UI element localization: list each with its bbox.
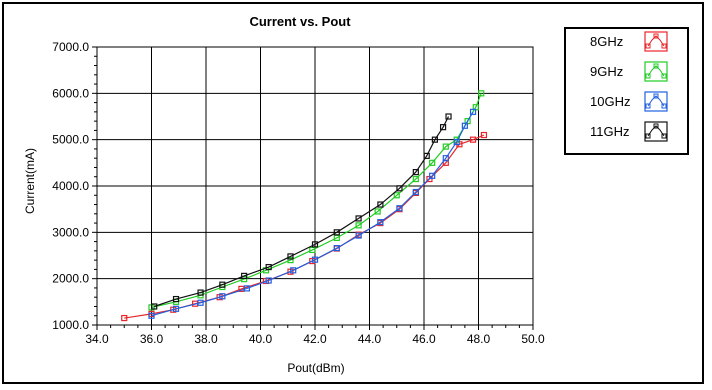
legend-swatch-marker-10ghz xyxy=(653,93,659,99)
data-point-9ghz xyxy=(287,257,294,264)
data-point-10ghz xyxy=(265,277,272,284)
data-point-9ghz xyxy=(393,192,400,199)
data-point-11ghz xyxy=(439,124,447,131)
y-axis-label: Current(mA) xyxy=(23,148,37,214)
data-point-10ghz xyxy=(197,299,204,306)
data-point-10ghz xyxy=(469,108,477,115)
legend-label-10ghz: 10GHz xyxy=(590,94,630,109)
y-tick-label: 5000.0 xyxy=(52,133,89,147)
data-point-9ghz xyxy=(442,143,449,150)
current-vs-pout-chart: Current vs. Pout 34.0 36.0 38.0 40.0 42.0 44.… xyxy=(23,14,689,375)
x-tick-label: 38.0 xyxy=(194,332,218,346)
x-tick-label: 40.0 xyxy=(249,332,273,346)
chart-frame: Current vs. Pout 34.0 36.0 38.0 40.0 42.0 44.… xyxy=(2,2,704,384)
data-point-11ghz xyxy=(241,272,248,279)
data-point-11ghz xyxy=(333,229,340,236)
data-point-10ghz xyxy=(148,312,155,319)
y-tick-label: 7000.0 xyxy=(52,40,89,54)
legend-swatch-line-8ghz xyxy=(647,35,665,47)
data-point-10ghz xyxy=(377,219,384,226)
legend-swatch-marker-11ghz xyxy=(653,123,659,129)
data-point-11ghz xyxy=(396,185,403,192)
data-point-11ghz xyxy=(197,289,204,296)
series-line-11ghz xyxy=(154,116,450,308)
data-point-11ghz xyxy=(172,295,180,303)
data-point-10ghz xyxy=(429,172,436,179)
legend-swatch-marker-10ghz xyxy=(645,103,651,109)
legend: 8GHz 9GHz 10GHz 11GHz xyxy=(564,27,689,155)
data-point-11ghz xyxy=(219,281,226,288)
data-point-9ghz xyxy=(478,90,485,97)
data-point-9ghz xyxy=(412,175,419,183)
data-point-10ghz xyxy=(355,232,362,239)
y-tick-label: 4000.0 xyxy=(52,179,89,193)
legend-swatch-line-11ghz xyxy=(647,125,665,137)
data-point-11ghz xyxy=(445,113,452,120)
data-point-11ghz xyxy=(377,201,384,208)
x-axis-label: Pout(dBm) xyxy=(287,361,344,375)
data-point-10ghz xyxy=(311,256,319,263)
legend-swatch-marker-11ghz xyxy=(661,133,667,139)
data-point-11ghz xyxy=(287,253,294,260)
x-tick-label: 42.0 xyxy=(303,332,327,346)
legend-swatch-marker-8ghz xyxy=(653,33,659,39)
data-point-9ghz xyxy=(241,276,248,283)
x-tick-label: 46.0 xyxy=(412,332,436,346)
data-point-10ghz xyxy=(442,155,449,162)
data-point-11ghz xyxy=(265,263,272,271)
legend-swatch-marker-11ghz xyxy=(645,133,651,139)
data-point-10ghz xyxy=(219,293,226,300)
data-point-9ghz xyxy=(355,222,362,229)
legend-label-8ghz: 8GHz xyxy=(590,34,623,49)
legend-swatch-marker-9ghz xyxy=(645,73,651,79)
legend-label-9ghz: 9GHz xyxy=(590,64,623,79)
data-point-10ghz xyxy=(396,205,403,212)
legend-label-11ghz: 11GHz xyxy=(590,124,630,139)
data-point-10ghz xyxy=(243,285,250,292)
y-tick-label: 1000.0 xyxy=(52,318,89,332)
x-tick-label: 50.0 xyxy=(521,332,545,346)
series-11ghz xyxy=(151,113,452,310)
legend-swatch-marker-10ghz xyxy=(661,103,667,109)
data-point-8ghz xyxy=(480,131,488,139)
data-point-10ghz xyxy=(412,188,419,196)
data-point-10ghz xyxy=(172,305,180,312)
data-point-11ghz xyxy=(431,136,438,143)
x-tick-label: 34.0 xyxy=(85,332,109,346)
data-point-8ghz xyxy=(121,314,128,322)
legend-swatch-line-10ghz xyxy=(647,95,665,107)
data-point-8ghz xyxy=(469,136,477,143)
legend-swatch-marker-9ghz xyxy=(661,73,667,79)
data-point-10ghz xyxy=(290,267,297,274)
x-tick-label: 44.0 xyxy=(358,332,382,346)
data-point-11ghz xyxy=(355,215,362,222)
data-point-9ghz xyxy=(429,159,436,166)
legend-swatch-marker-8ghz xyxy=(645,43,651,49)
data-point-9ghz xyxy=(374,208,381,215)
data-point-10ghz xyxy=(461,122,468,129)
series-10ghz xyxy=(148,108,477,319)
data-point-11ghz xyxy=(151,303,158,310)
y-tick-label: 3000.0 xyxy=(52,225,89,239)
x-tick-label: 36.0 xyxy=(140,332,164,346)
data-point-11ghz xyxy=(412,169,419,176)
chart-title: Current vs. Pout xyxy=(249,14,351,29)
x-tick-label: 48.0 xyxy=(467,332,491,346)
legend-swatch-marker-9ghz xyxy=(653,63,659,69)
legend-swatch-marker-8ghz xyxy=(661,43,667,49)
y-tick-label: 6000.0 xyxy=(52,86,89,100)
legend-swatch-line-9ghz xyxy=(647,65,665,77)
y-tick-label: 2000.0 xyxy=(52,272,89,286)
data-point-10ghz xyxy=(453,138,460,146)
data-point-11ghz xyxy=(423,152,430,159)
data-point-10ghz xyxy=(333,244,340,252)
data-point-11ghz xyxy=(311,241,319,248)
